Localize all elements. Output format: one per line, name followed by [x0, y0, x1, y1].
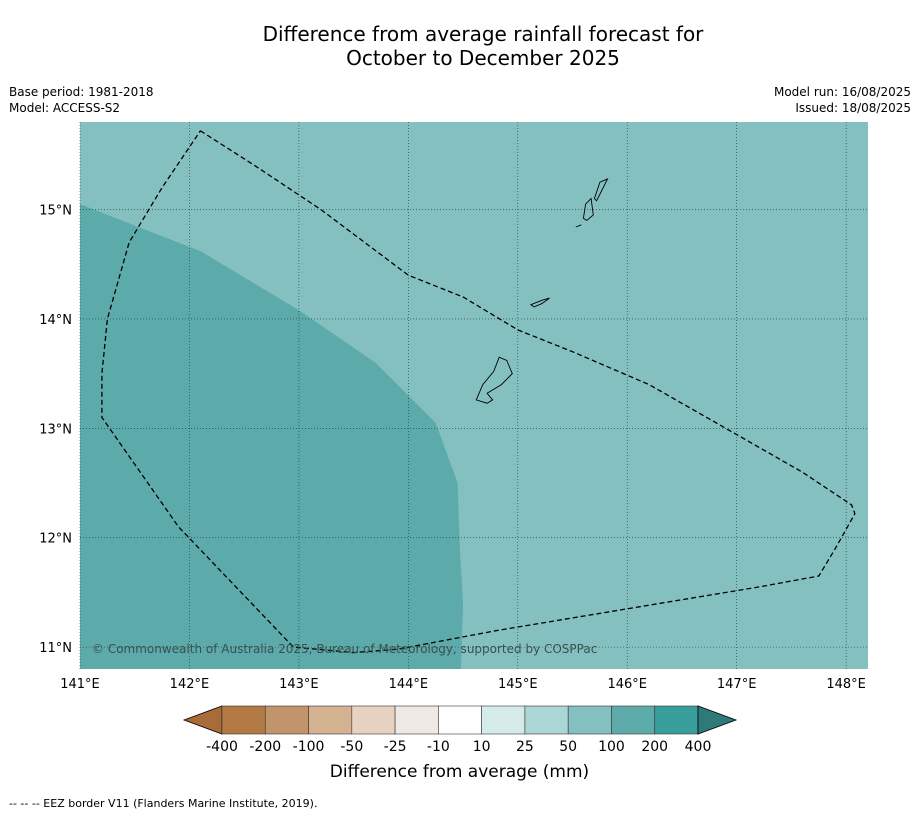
colorbar-tick-label: 50	[559, 739, 577, 755]
lat-tick-label: 12°N	[39, 532, 72, 547]
colorbar-swatch	[438, 705, 482, 735]
colorbar-swatch	[481, 705, 526, 735]
colorbar-swatch	[611, 705, 656, 735]
title-line-2: October to December 2025	[346, 46, 620, 70]
colorbar-swatch	[221, 705, 266, 735]
island-outline	[575, 224, 582, 228]
issued-date: Issued: 18/08/2025	[795, 101, 911, 115]
colorbar-tick-label: -10	[427, 739, 450, 755]
copyright-text: © Commonwealth of Australia 2025, Bureau…	[92, 642, 597, 656]
lon-tick-label: 142°E	[170, 677, 210, 692]
island-outline	[529, 297, 550, 308]
colorbar-tick-label: 200	[641, 739, 668, 755]
colorbar-tick-label: -25	[384, 739, 407, 755]
meta-right: Model run: 16/08/2025 Issued: 18/08/2025	[774, 84, 911, 116]
base-period: Base period: 1981-2018	[9, 85, 154, 99]
chart-title: Difference from average rainfall forecas…	[0, 22, 919, 70]
island-outline	[475, 356, 513, 404]
lon-tick-label: 146°E	[607, 677, 647, 692]
lon-tick-label: 147°E	[717, 677, 757, 692]
colorbar-swatch	[351, 705, 396, 735]
lon-tick-label: 148°E	[826, 677, 866, 692]
model-name: Model: ACCESS-S2	[9, 101, 121, 115]
colorbar-title: Difference from average (mm)	[329, 762, 590, 782]
island-outline	[593, 177, 609, 202]
lon-tick-label: 145°E	[498, 677, 538, 692]
colorbar-tick-label: -100	[293, 739, 325, 755]
colorbar-tick-label: 25	[516, 739, 534, 755]
colorbar-tick-label: 100	[598, 739, 625, 755]
colorbar-tick-label: -400	[206, 739, 238, 755]
colorbar-swatch	[394, 705, 439, 735]
lon-tick-label: 144°E	[389, 677, 429, 692]
zone-100-200	[80, 204, 464, 669]
colorbar-tick-label: 400	[685, 739, 712, 755]
lat-tick-label: 15°N	[39, 204, 72, 219]
colorbar-extend-low	[182, 705, 223, 735]
lon-tick-label: 141°E	[60, 677, 100, 692]
meta-left: Base period: 1981-2018 Model: ACCESS-S2	[9, 84, 154, 116]
colorbar-extend-high	[697, 705, 738, 735]
colorbar-swatch	[308, 705, 353, 735]
eez-border	[101, 130, 856, 654]
eez-footnote: -- -- -- EEZ border V11 (Flanders Marine…	[9, 797, 318, 810]
island-outline	[582, 197, 594, 222]
title-line-1: Difference from average rainfall forecas…	[262, 22, 704, 46]
model-run: Model run: 16/08/2025	[773, 85, 911, 99]
colorbar-swatch	[524, 705, 569, 735]
colorbar-swatch	[567, 705, 612, 735]
colorbar-swatch	[654, 705, 699, 735]
colorbar-tick-label: -200	[249, 739, 281, 755]
lat-tick-label: 11°N	[39, 641, 72, 656]
lat-tick-label: 14°N	[39, 313, 72, 328]
lat-tick-label: 13°N	[39, 422, 72, 437]
colorbar-tick-label: -50	[340, 739, 363, 755]
colorbar-tick-label: 10	[473, 739, 491, 755]
colorbar-swatch	[264, 705, 309, 735]
lon-tick-label: 143°E	[279, 677, 319, 692]
